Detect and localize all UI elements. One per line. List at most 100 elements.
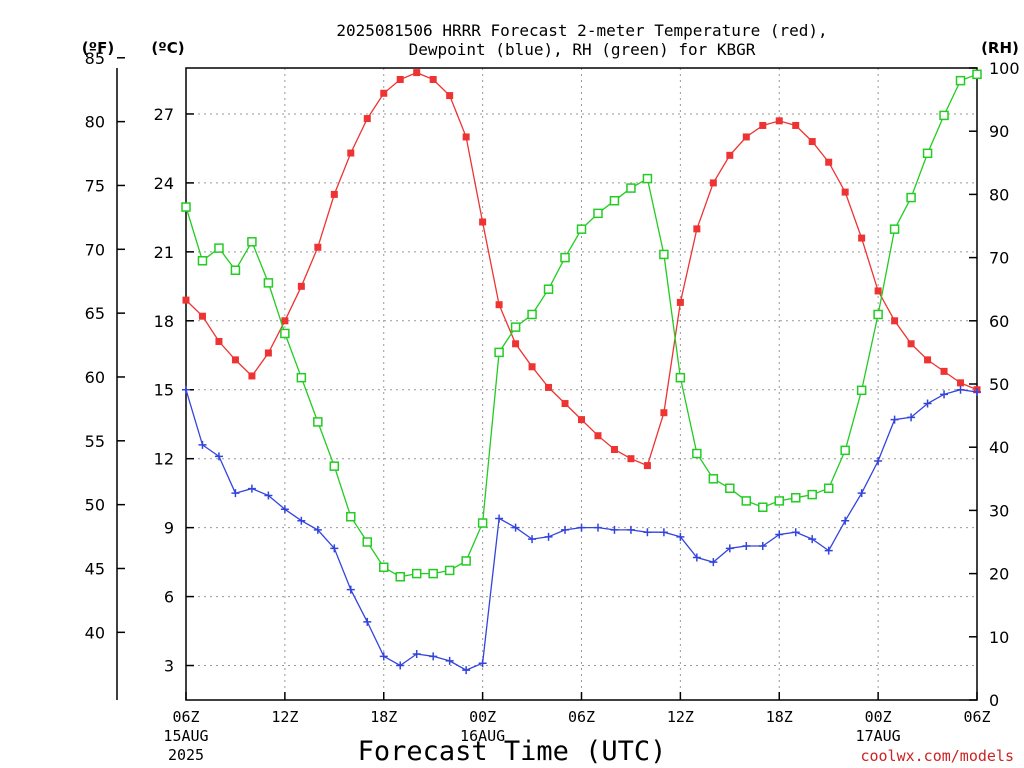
- dewpoint-point: [445, 656, 454, 665]
- rh-point: [527, 309, 537, 320]
- dewpoint-point: [280, 505, 289, 514]
- temperature-line: [185, 71, 978, 467]
- celsius-unit-label: (ºC): [151, 39, 184, 57]
- temperature-point: [643, 462, 651, 470]
- dewpoint-point: [758, 542, 767, 551]
- temperature-point: [248, 372, 256, 380]
- rh-tick-label: 40: [989, 438, 1009, 457]
- dewpoint-point: [593, 523, 602, 532]
- rh-point: [379, 562, 389, 573]
- x-axis-title: Forecast Time (UTC): [358, 736, 667, 767]
- rh-point: [972, 69, 982, 80]
- dewpoint-point: [742, 542, 751, 551]
- dewpoint-point: [775, 530, 784, 539]
- rh-point: [494, 347, 504, 358]
- rh-point: [955, 75, 966, 86]
- rh-point: [181, 202, 191, 212]
- rh-point: [873, 309, 883, 320]
- fahrenheit-tick-label: 85: [85, 49, 105, 68]
- temperature-point: [957, 379, 965, 387]
- dewpoint-point: [940, 390, 949, 399]
- rh-point: [214, 243, 224, 253]
- celsius-tick-label: 6: [164, 588, 174, 607]
- dewpoint-point: [709, 558, 718, 567]
- x-tick-label: 06Z: [568, 708, 595, 726]
- celsius-tick-label: 27: [154, 105, 174, 124]
- dewpoint-point: [495, 514, 504, 523]
- dewpoint-point: [313, 525, 322, 534]
- temperature-point: [907, 340, 915, 348]
- dewpoint-point: [198, 440, 207, 449]
- dewpoint-point: [973, 388, 981, 397]
- celsius-tick-label: 18: [154, 312, 174, 331]
- rh-point: [313, 417, 323, 427]
- rh-point: [609, 195, 620, 206]
- chart-title-line2: Dewpoint (blue), RH (green) for KBGR: [409, 40, 756, 59]
- rh-point: [230, 265, 241, 275]
- x-tick-label: 18Z: [766, 708, 793, 726]
- rh-tick-label: 0: [989, 691, 999, 710]
- dewpoint-point: [610, 525, 619, 534]
- rh-point: [741, 496, 752, 506]
- temperature-point: [940, 367, 948, 375]
- temperature-point: [775, 117, 783, 125]
- temperature-point: [660, 409, 668, 417]
- temperature-point: [413, 69, 421, 77]
- dewpoint-point: [824, 546, 833, 555]
- temperature-point: [693, 225, 701, 233]
- fahrenheit-tick-label: 50: [85, 496, 105, 515]
- temperature-point: [396, 75, 404, 83]
- celsius-tick-label: 15: [154, 381, 174, 400]
- temperature-point: [825, 158, 833, 166]
- rh-point: [576, 224, 587, 234]
- fahrenheit-unit-label: (ºF): [82, 39, 114, 57]
- temperature-point: [231, 356, 239, 364]
- x-tick-label: 06Z: [172, 708, 199, 726]
- rh-point: [692, 448, 702, 459]
- temperature-point: [561, 400, 569, 408]
- temperature-point: [726, 151, 734, 159]
- x-tick-label: 12Z: [271, 708, 298, 726]
- dewpoint-point: [577, 523, 586, 532]
- dewpoint-point: [247, 484, 256, 493]
- x-year-label: 2025: [168, 746, 204, 764]
- temperature-point: [330, 190, 338, 198]
- temperature-point: [742, 133, 750, 141]
- temperature-point: [528, 363, 536, 371]
- temperature-point: [462, 133, 470, 141]
- fahrenheit-tick-label: 75: [85, 176, 105, 195]
- dewpoint-point: [874, 456, 883, 465]
- celsius-tick-label: 3: [164, 657, 174, 676]
- temperature-point: [709, 179, 717, 187]
- dewpoint-point: [923, 399, 932, 408]
- rh-point: [889, 224, 900, 234]
- dewpoint-point: [890, 415, 899, 424]
- rh-point: [642, 173, 653, 184]
- dewpoint-point: [264, 491, 273, 500]
- dewpoint-point: [511, 523, 520, 532]
- temperature-point: [479, 218, 487, 226]
- rh-point: [659, 249, 669, 260]
- rh-point: [675, 372, 686, 383]
- dewpoint-point: [412, 650, 421, 659]
- temperature-point: [924, 356, 932, 364]
- temperature-point: [578, 416, 585, 424]
- temperature-point: [281, 317, 289, 325]
- temperature-point: [759, 121, 767, 129]
- rh-point: [626, 183, 636, 193]
- rh-point: [461, 556, 471, 566]
- fahrenheit-tick-label: 70: [85, 240, 105, 259]
- dewpoint-point: [791, 528, 800, 537]
- temperature-point: [429, 75, 437, 83]
- axes-layer: 8580757065605550454027242118151296310090…: [85, 49, 1020, 764]
- temperature-point: [594, 432, 602, 440]
- temperature-point: [676, 298, 684, 306]
- temperature-point: [874, 287, 882, 295]
- rh-tick-label: 90: [989, 122, 1009, 141]
- dewpoint-point: [462, 666, 471, 675]
- dewpoint-point: [626, 525, 635, 534]
- temperature-point: [182, 296, 190, 304]
- dewpoint-point: [561, 525, 570, 534]
- fahrenheit-tick-label: 45: [85, 559, 105, 578]
- plot-frame: [185, 67, 978, 701]
